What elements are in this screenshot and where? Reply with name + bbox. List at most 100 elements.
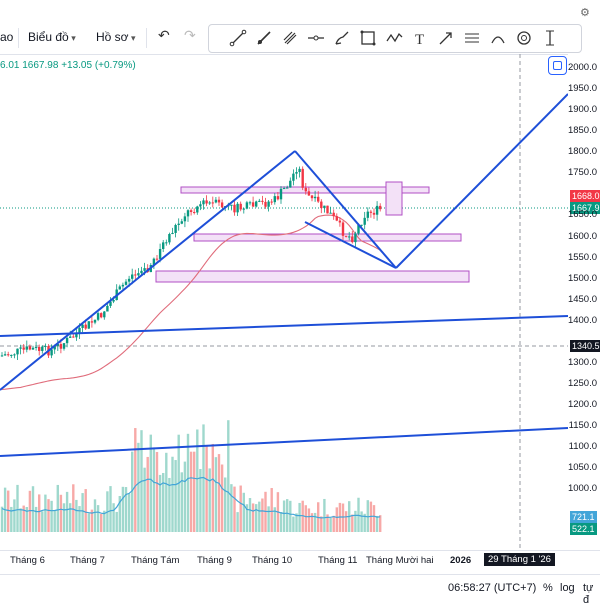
candle-body <box>22 347 25 350</box>
brush-icon[interactable] <box>333 29 351 47</box>
candle-body <box>81 324 84 328</box>
candle-body <box>50 349 53 356</box>
settings-icon[interactable]: ⚙ <box>580 7 590 19</box>
long-trend-line-lower[interactable] <box>0 427 568 457</box>
rectangle-icon[interactable] <box>359 29 377 47</box>
drawing-toolbar: T <box>208 24 582 53</box>
candle-body <box>183 216 187 222</box>
support-zone-lower[interactable] <box>155 270 470 283</box>
volume-bar <box>0 506 4 532</box>
volume-bar <box>208 468 211 532</box>
toolbar-partial-item[interactable]: ao <box>0 30 14 44</box>
text-icon[interactable]: T <box>411 29 429 47</box>
volume-bar <box>354 510 357 532</box>
candle-body <box>270 201 273 203</box>
volume-bar <box>81 493 84 532</box>
chart-type-dropdown[interactable]: Biểu đồ <box>28 30 76 44</box>
candle-body <box>19 347 22 349</box>
down-leg-line[interactable] <box>294 150 397 269</box>
trend-line-icon[interactable] <box>229 29 247 47</box>
long-trend-line-upper[interactable] <box>0 315 568 337</box>
volume-bar <box>100 513 103 532</box>
volume-bar <box>28 490 32 532</box>
svg-text:T: T <box>415 32 424 47</box>
candle-body <box>103 311 106 318</box>
percent-scale-toggle[interactable]: % <box>543 582 553 594</box>
horizontal-line-icon[interactable] <box>307 29 325 47</box>
fib-icon[interactable] <box>463 29 481 47</box>
window-top-strip: ⚙ <box>0 0 600 22</box>
candle-body <box>93 319 97 323</box>
candle-body <box>326 205 329 214</box>
volume-bar <box>146 456 149 532</box>
volume-bar <box>41 511 44 532</box>
candle-body <box>69 336 72 338</box>
candle-body <box>100 313 103 318</box>
support-zone-upper[interactable] <box>193 233 462 242</box>
time-axis[interactable]: Tháng 6 Tháng 7 Tháng Tám Tháng 9 Tháng … <box>0 550 600 569</box>
candle-body <box>72 336 75 338</box>
candle-body <box>196 206 199 213</box>
undo-icon[interactable]: ↶ <box>158 27 170 43</box>
legend-change-value: +13.05 (+0.79%) <box>61 60 136 71</box>
price-axis-label: 1000.0 <box>567 483 597 495</box>
volume-bar <box>90 509 94 532</box>
candle-body <box>286 187 289 189</box>
volume-bars <box>0 420 382 532</box>
volume-bar <box>137 442 140 532</box>
candle-body <box>242 208 245 210</box>
candle-body <box>264 201 267 207</box>
volume-bar <box>205 445 208 532</box>
candle-body <box>127 278 131 282</box>
wedge-lower-line[interactable] <box>304 221 397 269</box>
volume-bar <box>56 484 59 532</box>
price-axis-label: 1250.0 <box>567 378 597 390</box>
candle-body <box>258 200 261 202</box>
price-chart[interactable] <box>0 54 568 550</box>
uptrend-line[interactable] <box>0 150 296 391</box>
redo-icon[interactable]: ↷ <box>184 27 196 43</box>
candle-body <box>124 281 128 285</box>
volume-bar <box>261 498 264 532</box>
volume-bar <box>193 451 196 532</box>
candle-body <box>140 270 143 274</box>
volume-bar <box>304 505 307 532</box>
auto-scale-toggle[interactable]: tự đ <box>583 582 594 606</box>
candle-body <box>217 199 221 203</box>
price-axis-label: 1200.0 <box>567 399 597 411</box>
volume-bar <box>31 486 35 532</box>
volume-bar <box>329 517 332 532</box>
volume-bar <box>103 510 106 532</box>
candle-body <box>351 236 354 243</box>
candle-body <box>177 223 180 225</box>
profile-dropdown[interactable]: Hồ sơ <box>96 30 136 44</box>
arc-icon[interactable] <box>489 29 507 47</box>
clock-timezone[interactable]: 06:58:27 (UTC+7) <box>448 582 537 594</box>
projected-rally-line[interactable] <box>395 93 568 269</box>
log-scale-toggle[interactable]: log <box>560 582 575 594</box>
target-icon[interactable] <box>515 29 533 47</box>
volume-bar <box>131 451 134 532</box>
candle-body <box>121 284 125 287</box>
volume-bar <box>93 499 97 532</box>
volume-bar <box>75 499 78 532</box>
pitchfork-icon[interactable] <box>281 29 299 47</box>
candle-body <box>171 232 174 235</box>
candle-body <box>276 196 280 200</box>
volume-bar <box>360 511 363 532</box>
projection-box[interactable] <box>385 181 403 216</box>
zigzag-icon[interactable] <box>385 29 403 47</box>
volume-bar <box>124 487 128 532</box>
arrow-icon[interactable] <box>437 29 455 47</box>
volume-bar <box>7 490 10 532</box>
volume-bar <box>313 512 317 532</box>
volume-bar <box>217 454 221 532</box>
price-axis[interactable]: 1668.0 1667.9 1340.5 721.1 522.1 2000.0 1… <box>568 54 600 550</box>
time-label: Tháng 9 <box>197 555 232 566</box>
ray-icon[interactable] <box>255 29 273 47</box>
measure-icon[interactable] <box>541 29 559 47</box>
candle-body <box>87 321 90 329</box>
price-axis-label: 1650.0 <box>567 209 597 221</box>
volume-bar <box>152 447 156 532</box>
chart-settings-button[interactable] <box>548 56 567 75</box>
